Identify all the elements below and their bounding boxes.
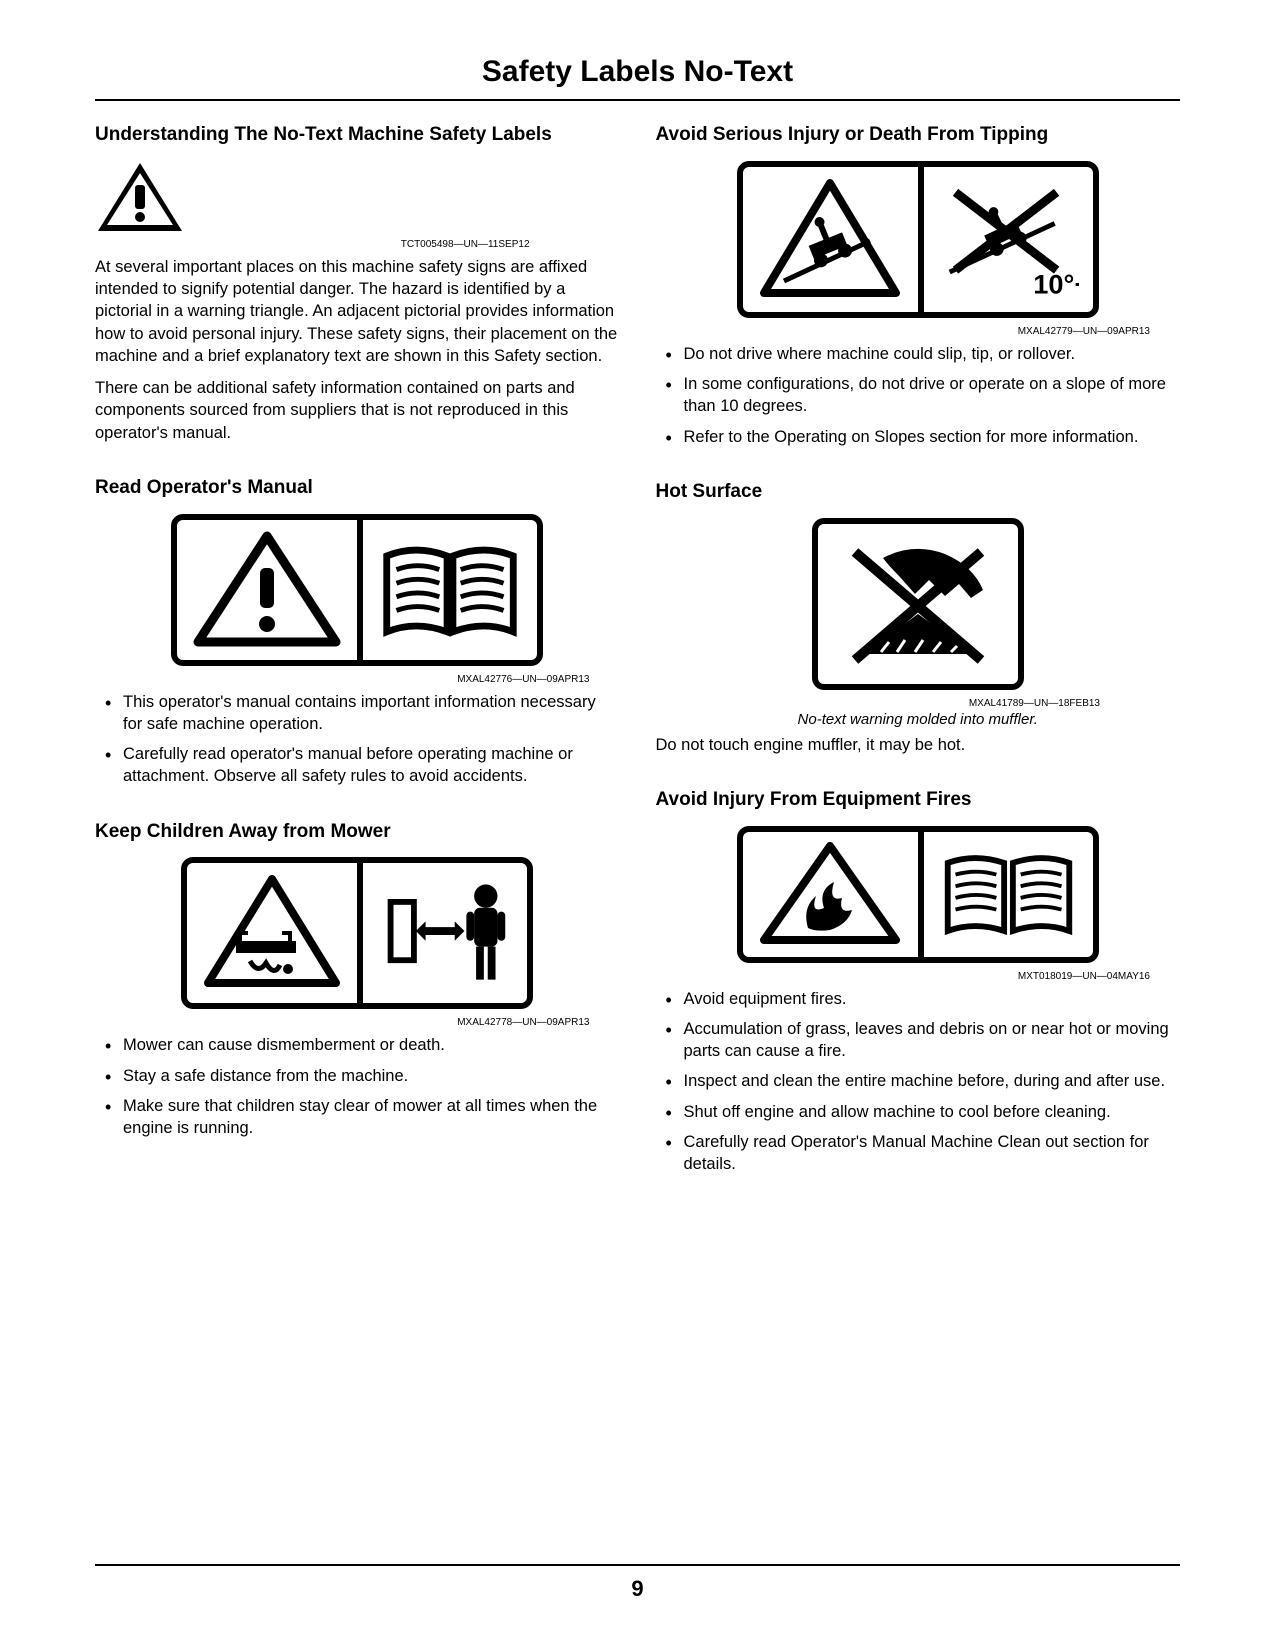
figure-warning-triangle: [95, 161, 620, 235]
figure-keep-children: [95, 857, 620, 1009]
tipping-hazard-icon: [758, 177, 903, 302]
list-item: Refer to the Operating on Slopes section…: [662, 426, 1181, 448]
section-understanding: Understanding The No-Text Machine Safety…: [95, 123, 620, 444]
heading-read-manual: Read Operator's Manual: [95, 476, 620, 500]
figure-code-read-manual: MXAL42776—UN—09APR13: [95, 674, 620, 685]
heading-hot-surface: Hot Surface: [656, 480, 1181, 504]
figure-caption-hot-surface: No-text warning molded into muffler.: [656, 711, 1181, 728]
page-title: Safety Labels No-Text: [95, 55, 1180, 101]
keep-distance-icon: [377, 873, 513, 993]
figure-code-hot-surface: MXAL41789—UN—18FEB13: [656, 698, 1181, 709]
figure-code-understanding: TCT005498—UN—11SEP12: [95, 239, 620, 250]
right-column: Avoid Serious Injury or Death From Tippi…: [656, 123, 1181, 1207]
section-hot-surface: Hot Surface MXAL41789—UN—18FEB13: [656, 480, 1181, 756]
content-columns: Understanding The No-Text Machine Safety…: [95, 123, 1180, 1207]
figure-code-keep-children: MXAL42778—UN—09APR13: [95, 1017, 620, 1028]
open-book-icon: [377, 535, 523, 645]
heading-understanding: Understanding The No-Text Machine Safety…: [95, 123, 620, 147]
list-item: This operator's manual contains importan…: [101, 691, 620, 736]
para-hot-surface: Do not touch engine muffler, it may be h…: [656, 734, 1181, 756]
heading-tipping: Avoid Serious Injury or Death From Tippi…: [656, 123, 1181, 147]
open-book-icon: [938, 844, 1079, 944]
left-column: Understanding The No-Text Machine Safety…: [95, 123, 620, 1207]
warning-triangle-icon: [95, 161, 185, 235]
bullets-read-manual: This operator's manual contains importan…: [95, 691, 620, 788]
list-item: Accumulation of grass, leaves and debris…: [662, 1018, 1181, 1063]
slope-prohibited-icon: 10°+: [938, 177, 1079, 302]
page-footer: 9: [95, 1564, 1180, 1602]
svg-text:10°+: 10°+: [1033, 268, 1079, 299]
list-item: Make sure that children stay clear of mo…: [101, 1095, 620, 1140]
list-item: In some configurations, do not drive or …: [662, 373, 1181, 418]
figure-fires: [656, 826, 1181, 963]
page-number: 9: [95, 1576, 1180, 1602]
bullets-tipping: Do not drive where machine could slip, t…: [656, 343, 1181, 448]
para-understanding-2: There can be additional safety informati…: [95, 377, 620, 444]
list-item: Shut off engine and allow machine to coo…: [662, 1101, 1181, 1123]
fire-hazard-icon: [758, 842, 903, 947]
heading-fires: Avoid Injury From Equipment Fires: [656, 788, 1181, 812]
list-item: Mower can cause dismemberment or death.: [101, 1034, 620, 1056]
list-item: Inspect and clean the entire machine bef…: [662, 1070, 1181, 1092]
para-understanding-1: At several important places on this mach…: [95, 256, 620, 367]
mower-hazard-icon: [202, 873, 342, 993]
section-read-manual: Read Operator's Manual: [95, 476, 620, 788]
bullets-keep-children: Mower can cause dismemberment or death. …: [95, 1034, 620, 1139]
list-item: Do not drive where machine could slip, t…: [662, 343, 1181, 365]
list-item: Carefully read Operator's Manual Machine…: [662, 1131, 1181, 1176]
heading-keep-children: Keep Children Away from Mower: [95, 820, 620, 844]
hot-surface-icon: [833, 534, 1003, 674]
figure-code-fires: MXT018019—UN—04MAY16: [656, 971, 1181, 982]
section-fires: Avoid Injury From Equipment Fires: [656, 788, 1181, 1176]
figure-read-manual: [95, 514, 620, 666]
list-item: Carefully read operator's manual before …: [101, 743, 620, 788]
list-item: Avoid equipment fires.: [662, 988, 1181, 1010]
bullets-fires: Avoid equipment fires. Accumulation of g…: [656, 988, 1181, 1176]
figure-tipping: 10°+: [656, 161, 1181, 318]
figure-code-tipping: MXAL42779—UN—09APR13: [656, 326, 1181, 337]
figure-hot-surface: [656, 518, 1181, 690]
warning-exclamation-icon: [192, 530, 342, 650]
section-tipping: Avoid Serious Injury or Death From Tippi…: [656, 123, 1181, 448]
section-keep-children: Keep Children Away from Mower: [95, 820, 620, 1140]
list-item: Stay a safe distance from the machine.: [101, 1065, 620, 1087]
